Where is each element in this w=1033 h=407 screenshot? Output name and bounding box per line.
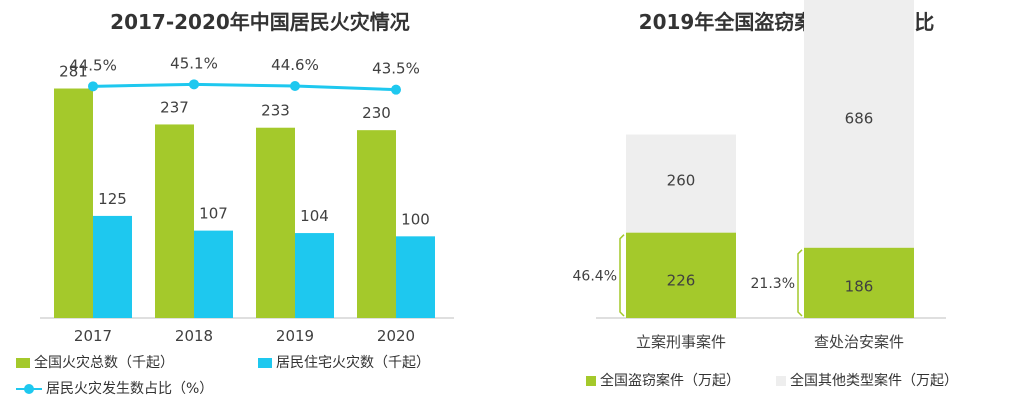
data-label-residential: 104 xyxy=(300,207,329,225)
bar-residential-fires xyxy=(93,215,132,318)
x-tick-label: 2018 xyxy=(175,327,213,345)
share-point xyxy=(88,81,98,92)
share-label: 44.5% xyxy=(69,56,117,74)
bar-residential-fires xyxy=(295,233,334,318)
data-label-theft: 186 xyxy=(845,277,874,295)
legend-line-marker xyxy=(16,383,42,395)
legend-theft-cases: 全国盗窃案件（万起） xyxy=(586,370,740,390)
share-point xyxy=(391,84,401,95)
x-tick-label: 查处治安案件 xyxy=(814,333,904,351)
share-label: 46.4% xyxy=(573,268,617,284)
legend-green-swatch xyxy=(586,376,596,386)
data-label-other: 260 xyxy=(667,172,696,190)
x-tick-label: 立案刑事案件 xyxy=(636,333,726,351)
bar-residential-fires xyxy=(396,236,435,318)
data-label-total: 230 xyxy=(362,104,391,122)
fire-chart: 281 125 2017 237 107 2018 233 104 2019 230 100 2020… xyxy=(40,54,454,345)
share-bracket xyxy=(797,249,803,317)
data-label-other: 686 xyxy=(845,109,874,127)
bar-other-cases xyxy=(626,134,736,233)
share-point xyxy=(290,81,300,91)
data-label-residential: 100 xyxy=(401,210,430,228)
data-label-total: 233 xyxy=(261,102,290,120)
legend-total-fires: 全国火灾总数（千起） xyxy=(16,352,174,372)
legend-residential-fires: 居民住宅火灾数（千起） xyxy=(258,352,430,372)
bar-theft-cases xyxy=(626,232,736,318)
legend-fire-share: 居民火灾发生数占比（%） xyxy=(16,378,213,398)
legend-blue-swatch xyxy=(258,358,272,368)
legend-green-swatch xyxy=(16,358,30,368)
fire-chart-panel: 2017-2020年中国居民火灾情况 281 125 2017 237 107 2018 2… xyxy=(16,10,454,398)
bar-total-fires xyxy=(256,127,295,318)
x-tick-label: 2020 xyxy=(377,327,415,345)
data-label-total: 281 xyxy=(59,63,88,81)
share-label: 45.1% xyxy=(170,54,218,72)
x-tick-label: 2017 xyxy=(74,327,112,345)
bar-total-fires xyxy=(357,130,396,318)
theft-chart: 260 226 46.4% 立案刑事案件 686 186 21.3% 查处治安案件 xyxy=(573,0,946,351)
bar-total-fires xyxy=(155,124,194,318)
data-label-residential: 125 xyxy=(98,190,127,208)
bar-total-fires xyxy=(54,88,93,319)
bar-residential-fires xyxy=(194,230,233,318)
share-point xyxy=(189,79,199,90)
theft-chart-panel: 2019年全国盗窃案件数量及占比 260 226 46.4% 立案刑事案件 686 186… xyxy=(540,0,1033,407)
fire-chart-title: 2017-2020年中国居民火灾情况 xyxy=(110,10,410,34)
share-line xyxy=(92,82,397,92)
share-label: 44.6% xyxy=(271,56,319,74)
legend-gray-swatch xyxy=(776,376,786,386)
data-label-total: 237 xyxy=(160,98,189,116)
bar-theft-cases xyxy=(804,247,914,318)
data-label-residential: 107 xyxy=(199,205,228,223)
share-bracket xyxy=(619,234,625,317)
x-tick-label: 2019 xyxy=(276,327,314,345)
bar-other-cases xyxy=(804,0,914,248)
data-label-theft: 226 xyxy=(667,272,696,290)
legend-other-cases: 全国其他类型案件（万起） xyxy=(776,370,958,390)
share-label: 21.3% xyxy=(751,276,795,292)
share-label: 43.5% xyxy=(372,60,420,78)
